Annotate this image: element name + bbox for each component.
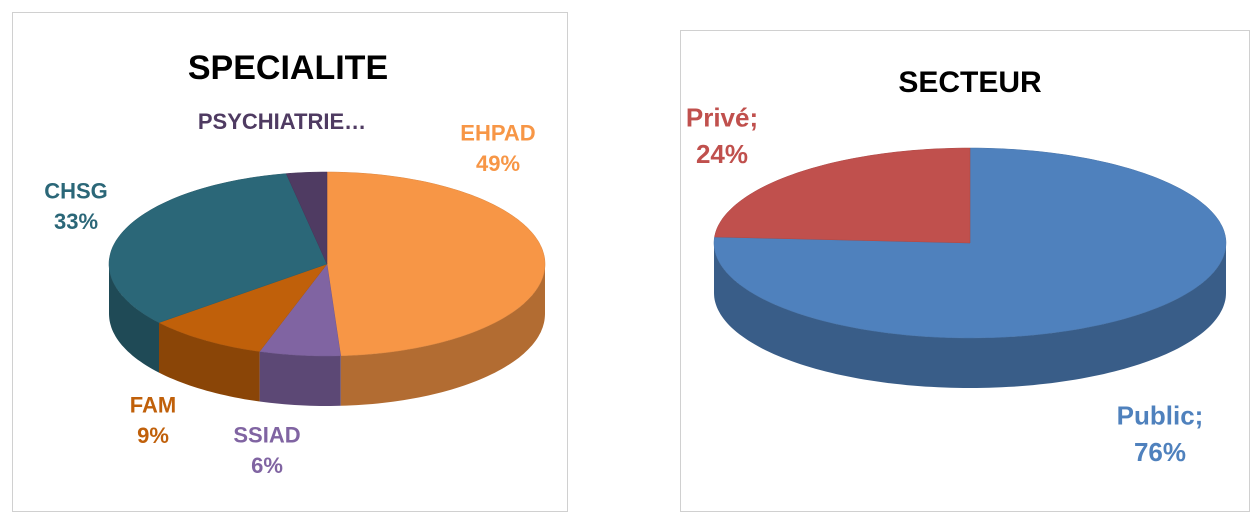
pie-side [340,264,545,406]
category-label: Privé; [686,103,758,133]
value-label: 33% [54,209,98,234]
pie-slice [714,147,971,244]
pie-side [109,264,159,373]
category-label: PSYCHIATRIE… [198,109,366,134]
chart-title: SECTEUR [898,66,1042,99]
value-label: 24% [696,139,748,169]
chart-title: SPECIALITE [188,49,388,87]
value-label: 49% [476,151,520,176]
value-label: 76% [1134,437,1186,467]
pie-slice [108,173,328,323]
category-label: Public; [1117,401,1204,431]
category-label: CHSG [44,178,108,203]
category-label: SSIAD [233,422,300,447]
pie-side [159,322,260,402]
pie-side [259,351,341,406]
pie-side [714,243,1226,388]
category-label: EHPAD [460,120,535,145]
pie-slice [326,171,546,357]
value-label: 9% [137,423,169,448]
pie-slice [158,263,328,352]
pie-slice [259,263,341,357]
value-label: 6% [251,453,283,478]
category-label: FAM [130,392,176,417]
pie-slice [285,171,328,265]
